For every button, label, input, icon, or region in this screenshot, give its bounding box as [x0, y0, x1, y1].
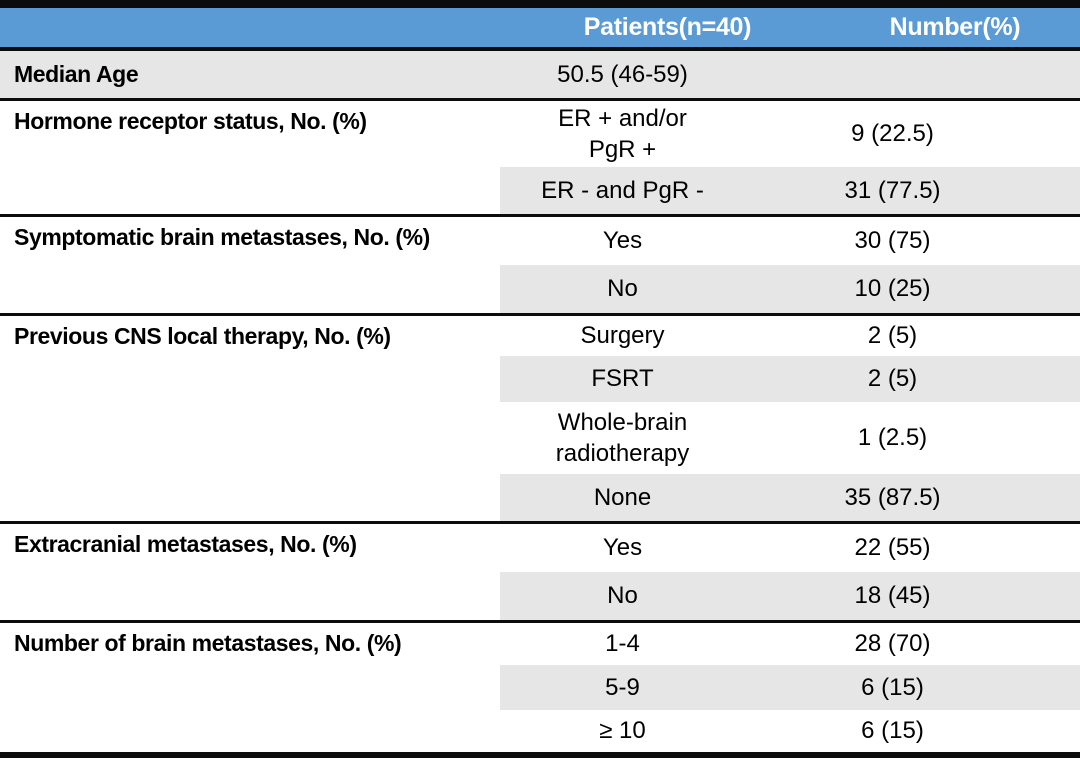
- section-divider: [0, 620, 1080, 623]
- section-divider: [0, 521, 1080, 524]
- section-label: Previous CNS local therapy, No. (%): [14, 323, 391, 349]
- header-patients-label: Patients(n=40): [583, 13, 752, 41]
- section-label: Number of brain metastases, No. (%): [14, 630, 402, 656]
- table-row: 50.5 (46-59): [500, 51, 1080, 98]
- section-hormone-receptor-status: Hormone receptor status, No. (%) ER + an…: [0, 101, 1080, 214]
- number-cell: 6 (15): [861, 673, 924, 701]
- section-symptomatic-brain-metastases: Symptomatic brain metastases, No. (%) Ye…: [0, 217, 1080, 313]
- table-row: Surgery 2 (5): [500, 316, 1080, 356]
- header-empty-cell: [0, 8, 505, 47]
- section-median-age: Median Age 50.5 (46-59): [0, 51, 1080, 98]
- number-cell: 1 (2.5): [857, 424, 928, 452]
- value-cell: 1-4: [605, 630, 640, 658]
- section-label: Hormone receptor status, No. (%): [14, 108, 367, 134]
- number-cell: 2 (5): [867, 365, 918, 393]
- value-cell: Yes: [602, 227, 643, 255]
- number-cell: 30 (75): [854, 227, 931, 255]
- number-cell: 31 (77.5): [844, 176, 941, 204]
- table-row: 1-4 28 (70): [500, 623, 1080, 665]
- value-cell: ≥ 10: [599, 717, 646, 745]
- value-cell: ER - and PgR -: [541, 176, 704, 204]
- section-previous-cns-local-therapy: Previous CNS local therapy, No. (%) Surg…: [0, 316, 1080, 521]
- section-divider: [0, 98, 1080, 101]
- number-cell: [745, 51, 1080, 98]
- section-divider: [0, 313, 1080, 316]
- value-cell: Whole-brain radiotherapy: [555, 408, 690, 467]
- section-divider: [0, 214, 1080, 217]
- value-cell: FSRT: [591, 365, 654, 393]
- number-cell: 28 (70): [854, 630, 931, 658]
- number-cell: 2 (5): [867, 322, 918, 350]
- value-cell: Surgery: [580, 322, 665, 350]
- table-row: FSRT 2 (5): [500, 356, 1080, 402]
- table-row: No 10 (25): [500, 265, 1080, 313]
- section-label: Median Age: [14, 60, 139, 87]
- value-cell: No: [607, 582, 638, 610]
- table-row: No 18 (45): [500, 572, 1080, 620]
- value-cell: None: [593, 483, 652, 511]
- table-top-border: [0, 0, 1080, 8]
- number-cell: 18 (45): [854, 582, 931, 610]
- table-row: Yes 22 (55): [500, 524, 1080, 572]
- table-row: ER + and/or PgR + 9 (22.5): [500, 101, 1080, 167]
- number-cell: 35 (87.5): [844, 483, 941, 511]
- table-row: ≥ 10 6 (15): [500, 710, 1080, 752]
- number-cell: 22 (55): [854, 534, 931, 562]
- number-cell: 6 (15): [861, 717, 924, 745]
- value-cell: 5-9: [605, 673, 640, 701]
- number-cell: 10 (25): [854, 275, 931, 303]
- section-label: Extracranial metastases, No. (%): [14, 531, 357, 557]
- section-extracranial-metastases: Extracranial metastases, No. (%) Yes 22 …: [0, 524, 1080, 620]
- value-cell: No: [607, 275, 638, 303]
- table-bottom-border: [0, 752, 1080, 758]
- value-cell: Yes: [602, 534, 643, 562]
- table-row: None 35 (87.5): [500, 474, 1080, 521]
- table-row: Whole-brain radiotherapy 1 (2.5): [500, 402, 1080, 474]
- table-row: ER - and PgR - 31 (77.5): [500, 167, 1080, 214]
- table-row: Yes 30 (75): [500, 217, 1080, 265]
- value-cell: ER + and/or PgR +: [558, 104, 687, 163]
- table-row: 5-9 6 (15): [500, 665, 1080, 710]
- section-label: Symptomatic brain metastases, No. (%): [14, 224, 430, 250]
- value-cell: 50.5 (46-59): [557, 60, 688, 88]
- number-cell: 9 (22.5): [851, 120, 934, 148]
- section-number-of-brain-metastases: Number of brain metastases, No. (%) 1-4 …: [0, 623, 1080, 752]
- table-header-row: Patients(n=40) Number(%): [0, 8, 1080, 51]
- header-number-label: Number(%): [889, 13, 1021, 41]
